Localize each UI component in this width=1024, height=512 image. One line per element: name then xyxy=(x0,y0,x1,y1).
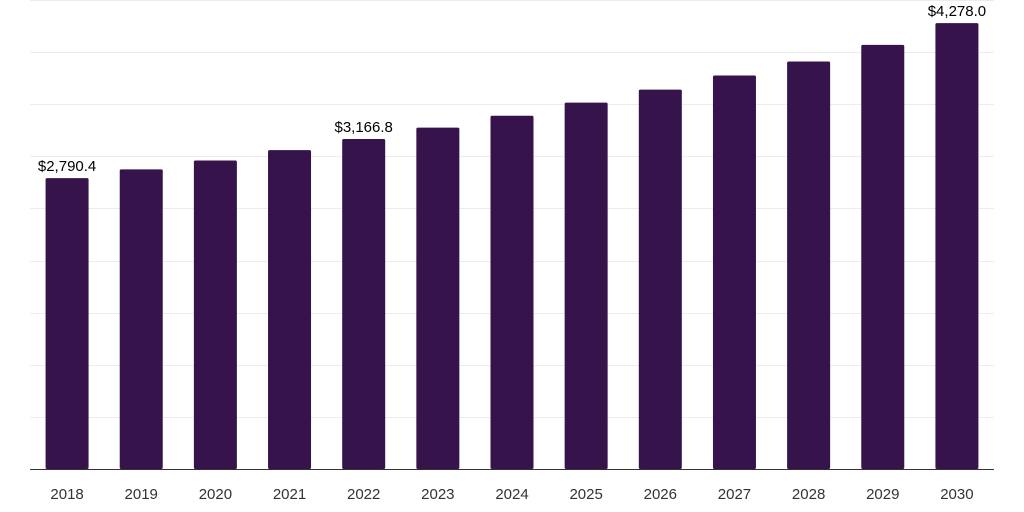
x-tick-label-2023: 2023 xyxy=(421,486,454,503)
data-label-layer: $2,790.4 $3,166.8 $4,278.0 xyxy=(38,3,986,175)
bar-2019 xyxy=(119,169,163,470)
x-tick-label-2022: 2022 xyxy=(347,486,380,503)
bar-2018 xyxy=(45,178,89,469)
x-tick-label-2024: 2024 xyxy=(495,486,528,503)
data-label-2018: $2,790.4 xyxy=(38,158,96,175)
data-label-2030: $4,278.0 xyxy=(928,3,986,20)
bar-2027 xyxy=(712,75,756,469)
x-tick-label-2020: 2020 xyxy=(199,486,232,503)
x-tick-label-2019: 2019 xyxy=(125,486,158,503)
x-tick-label-2030: 2030 xyxy=(940,486,973,503)
x-tick-label-2026: 2026 xyxy=(644,486,677,503)
bar-2023 xyxy=(416,127,460,470)
x-tick-label-2028: 2028 xyxy=(792,486,825,503)
bar-2022 xyxy=(342,138,386,469)
bar-2025 xyxy=(564,102,608,469)
bar-2029 xyxy=(861,44,905,469)
x-tick-label-2029: 2029 xyxy=(866,486,899,503)
bar-2028 xyxy=(787,61,831,470)
x-tick-label-2018: 2018 xyxy=(50,486,83,503)
bar-2020 xyxy=(193,160,237,469)
bar-layer xyxy=(45,23,979,470)
x-tick-label-2027: 2027 xyxy=(718,486,751,503)
x-tick-label-2025: 2025 xyxy=(569,486,602,503)
data-label-2022: $3,166.8 xyxy=(334,119,392,136)
x-axis: 2018 2019 2020 2021 2022 2023 2024 2025 2026 2027… xyxy=(30,469,994,503)
bar-2030 xyxy=(935,23,979,469)
bar-2024 xyxy=(490,115,534,469)
bar-2026 xyxy=(638,89,682,469)
bar-2021 xyxy=(268,150,312,469)
x-tick-label-2021: 2021 xyxy=(273,486,306,503)
